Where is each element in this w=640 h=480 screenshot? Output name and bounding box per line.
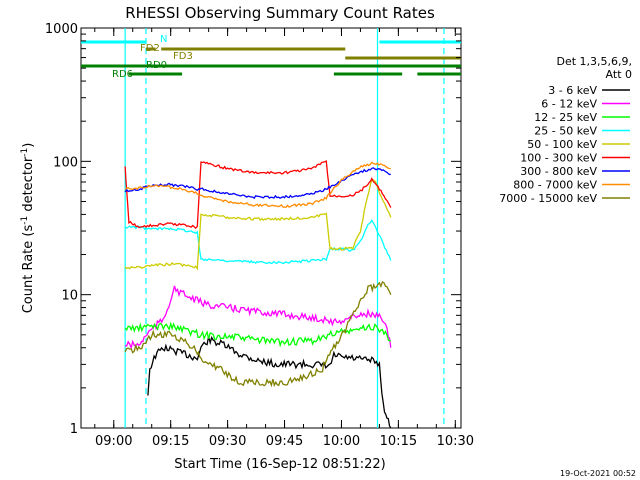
- y-tick-label-3: 1000: [45, 22, 78, 37]
- series-line-4: [124, 178, 392, 271]
- series-line-5: [124, 160, 392, 230]
- x-tick-label-1: 09:15: [152, 434, 189, 449]
- legend-label-6: 300 - 800 keV: [520, 165, 597, 178]
- series-line-0: [147, 335, 392, 429]
- legend-label-5: 100 - 300 keV: [520, 152, 597, 165]
- x-tick-label-5: 10:15: [380, 434, 417, 449]
- y-axis-label-sup2: -1: [20, 148, 30, 157]
- series-line-8: [124, 280, 392, 388]
- footer-timestamp: 19-Oct-2021 00:52: [560, 469, 636, 478]
- legend-label-7: 800 - 7000 keV: [513, 179, 597, 192]
- y-axis-label-sup1: -1: [20, 216, 30, 225]
- y-tick-label-2: 100: [53, 155, 78, 170]
- x-tick-label-4: 10:00: [323, 434, 360, 449]
- y-tick-label-0: 1: [70, 422, 78, 437]
- y-axis-label-main: Count Rate (s: [21, 225, 36, 314]
- vertical-markers: [124, 28, 445, 428]
- x-tick-label-3: 09:45: [266, 434, 303, 449]
- bar-label-0: N: [160, 34, 167, 45]
- series-line-2: [124, 321, 391, 348]
- y-axis: 1 10 100 1000: [45, 22, 461, 437]
- bar-label-5: RD6: [112, 69, 133, 80]
- legend-label-0: 3 - 6 keV: [548, 84, 597, 97]
- y-tick-label-1: 10: [61, 289, 78, 304]
- series-line-1: [124, 285, 392, 350]
- x-tick-label-2: 09:30: [209, 434, 246, 449]
- chart-title: RHESSI Observing Summary Count Rates: [125, 4, 435, 22]
- x-axis: 09:00 09:15 09:30 09:45 10:00 10:15 10:30: [94, 28, 474, 449]
- series-group: [124, 160, 392, 429]
- y-axis-label: Count Rate (s-1 detector-1): [20, 143, 36, 314]
- legend-label-3: 25 - 50 keV: [534, 125, 597, 138]
- series-line-3: [124, 219, 392, 265]
- series-line-7: [124, 161, 391, 209]
- x-axis-label: Start Time (16-Sep-12 08:51:22): [174, 457, 385, 472]
- series-line-6: [124, 167, 391, 200]
- x-tick-label-0: 09:00: [95, 434, 132, 449]
- bar-label-2: FD3: [173, 51, 193, 62]
- y-axis-label-end: ): [21, 143, 36, 148]
- plot-frame: [80, 27, 462, 429]
- legend-label-8: 7000 - 15000 keV: [499, 192, 597, 205]
- bar-label-1: FD2: [140, 43, 160, 54]
- legend-label-2: 12 - 25 keV: [534, 111, 597, 124]
- legend-title-line-2: Att 0: [606, 68, 632, 81]
- legend-title-line-1: Det 1,3,5,6,9,: [556, 55, 632, 68]
- legend-label-1: 6 - 12 keV: [541, 98, 597, 111]
- bar-label-4: RD0: [146, 60, 167, 71]
- x-tick-label-6: 10:30: [437, 434, 474, 449]
- y-axis-label-mid: detector: [21, 156, 36, 216]
- legend-label-4: 50 - 100 keV: [527, 138, 597, 151]
